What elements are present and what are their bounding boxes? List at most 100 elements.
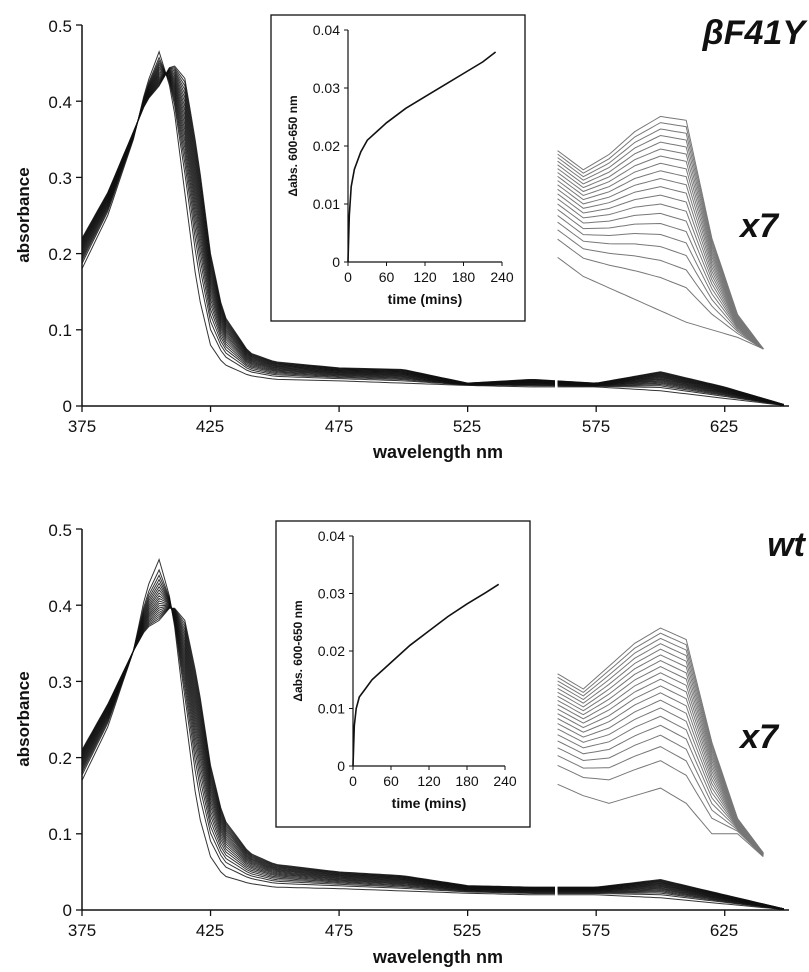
- inset-x-tick-label: 0: [344, 269, 352, 285]
- scaled-spectrum-trace: [557, 760, 764, 857]
- scaled-spectrum-trace: [557, 256, 764, 350]
- x-axis-label-bottom: wavelength nm: [372, 947, 503, 967]
- spectrum-trace: [81, 50, 555, 388]
- y-axis-label-top: absorbance: [14, 167, 33, 262]
- x-tick-label: 475: [325, 921, 353, 940]
- scale-label-top: x7: [738, 207, 780, 245]
- panel-bottom: 0 0.1 0.2 0.3 0.4 0.5 375 425 475 525 57…: [14, 520, 807, 967]
- spectra-traces-top: [81, 50, 785, 406]
- spectrum-trace-tail: [557, 894, 784, 910]
- x-tick-label: 575: [582, 417, 610, 436]
- x-tick-labels-top: 375 425 475 525 575 625: [68, 417, 738, 436]
- scaled-spectrum-trace: [557, 692, 764, 855]
- y-tick-label: 0.5: [48, 17, 72, 36]
- inset-bottom: 0 0.01 0.02 0.03 0.04 0 60 120 180 240 t…: [275, 520, 531, 828]
- spectra-traces-bottom: [81, 557, 785, 910]
- inset-frame-bottom: [275, 520, 531, 828]
- scaled-spectrum-trace: [557, 193, 764, 350]
- scaled-spectrum-trace: [557, 715, 764, 856]
- spectrum-trace: [81, 568, 555, 894]
- scaled-spectrum-trace: [557, 707, 764, 856]
- inset-ticks-top: [344, 29, 503, 266]
- scaled-spectrum-trace: [557, 177, 764, 350]
- panel-top: 0 0.1 0.2 0.3 0.4 0.5 375 425 475 525 57…: [14, 14, 808, 462]
- scaled-spectrum-trace: [557, 660, 764, 854]
- inset-x-tick-label: 180: [455, 773, 479, 789]
- inset-top: 0 0.01 0.02 0.03 0.04 0 60 120 180 240 t…: [270, 14, 526, 322]
- inset-x-tick-label: 60: [383, 773, 399, 789]
- x-tick-label: 425: [196, 417, 224, 436]
- axis-ticks-bottom: [76, 528, 726, 916]
- y-tick-label: 0.5: [48, 521, 72, 540]
- inset-y-tick-label: 0: [332, 254, 340, 270]
- y-tick-label: 0.3: [48, 673, 72, 692]
- scaled-spectrum-trace: [557, 115, 764, 350]
- inset-y-axis-label-bottom: Δabs. 600-650 nm: [291, 600, 305, 701]
- y-tick-labels-bottom: 0 0.1 0.2 0.3 0.4 0.5: [48, 521, 72, 920]
- x-axis-label-top: wavelength nm: [372, 442, 503, 462]
- inset-x-tick-label: 60: [379, 269, 395, 285]
- scaled-spectrum-trace: [557, 198, 764, 350]
- x-tick-label: 375: [68, 417, 96, 436]
- y-tick-label: 0.1: [48, 321, 72, 340]
- scaled-spectrum-trace: [557, 141, 764, 350]
- x-tick-labels-bottom: 375 425 475 525 575 625: [68, 921, 738, 940]
- scaled-spectrum-trace: [557, 186, 764, 350]
- inset-frame-top: [270, 14, 526, 322]
- scaled-spectrum-trace: [557, 666, 764, 855]
- y-tick-label: 0.2: [48, 749, 72, 768]
- x-tick-label: 525: [453, 417, 481, 436]
- scaled-spectrum-trace: [557, 734, 764, 856]
- x-tick-label: 625: [710, 417, 738, 436]
- inset-y-tick-label: 0.01: [318, 701, 345, 717]
- inset-x-tick-label: 240: [493, 773, 517, 789]
- inset-y-tick-label: 0.03: [318, 586, 345, 602]
- x-tick-label: 575: [582, 921, 610, 940]
- scaled-spectrum-trace: [557, 148, 764, 350]
- inset-y-axis-label-top: Δabs. 600-650 nm: [286, 95, 300, 196]
- scaled-spectrum-trace: [557, 162, 764, 350]
- scaled-spectrum-trace: [557, 203, 764, 350]
- inset-ticks-bottom: [349, 535, 506, 770]
- panel-label-bottom: wt: [767, 526, 806, 564]
- y-tick-label: 0: [63, 397, 72, 416]
- scaled-spectrum-trace: [557, 155, 764, 350]
- scaled-spectrum-trace: [557, 783, 764, 858]
- y-tick-label: 0.3: [48, 169, 72, 188]
- axis-ticks-top: [76, 24, 726, 412]
- inset-x-axis-label-bottom: time (mins): [392, 795, 467, 811]
- scaled-spectrum-trace: [557, 134, 764, 350]
- inset-kinetic-line-top: [347, 51, 497, 263]
- inset-y-tick-label: 0.04: [318, 528, 345, 544]
- scaled-spectrum-trace: [557, 672, 764, 855]
- scaled-spectrum-trace: [557, 654, 764, 854]
- inset-x-tick-label: 180: [452, 269, 476, 285]
- scaled-spectrum-trace: [557, 215, 764, 350]
- inset-y-tick-label: 0.01: [313, 196, 340, 212]
- inset-x-tick-label: 120: [417, 773, 441, 789]
- inset-y-tick-label: 0.02: [313, 138, 340, 154]
- scale-label-bottom: x7: [738, 718, 780, 756]
- x-tick-label: 625: [710, 921, 738, 940]
- inset-x-axis-label-top: time (mins): [388, 291, 463, 307]
- spectrum-trace-tail: [557, 386, 784, 406]
- y-tick-label: 0.4: [48, 597, 72, 616]
- scaled-spectrum-trace: [557, 685, 764, 855]
- inset-y-tick-labels-bottom: 0 0.01 0.02 0.03 0.04: [318, 528, 345, 774]
- scaled-spectrum-trace: [557, 238, 764, 350]
- inset-x-tick-label: 240: [490, 269, 514, 285]
- y-axis-label-bottom: absorbance: [14, 671, 33, 766]
- y-tick-label: 0.4: [48, 93, 72, 112]
- spectrum-trace-tail: [557, 371, 785, 405]
- scaled-spectrum-trace: [557, 724, 764, 856]
- inset-x-tick-label: 0: [349, 773, 357, 789]
- scaled-spectrum-trace: [557, 209, 764, 350]
- spectrum-trace: [81, 557, 555, 896]
- inset-y-tick-label: 0.03: [313, 80, 340, 96]
- inset-x-tick-labels-top: 0 60 120 180 240: [344, 269, 514, 285]
- inset-y-tick-label: 0.04: [313, 22, 340, 38]
- scaled-spectrum-trace: [557, 699, 764, 855]
- scaled-spectrum-trace: [557, 678, 764, 855]
- y-tick-labels-top: 0 0.1 0.2 0.3 0.4 0.5: [48, 17, 72, 416]
